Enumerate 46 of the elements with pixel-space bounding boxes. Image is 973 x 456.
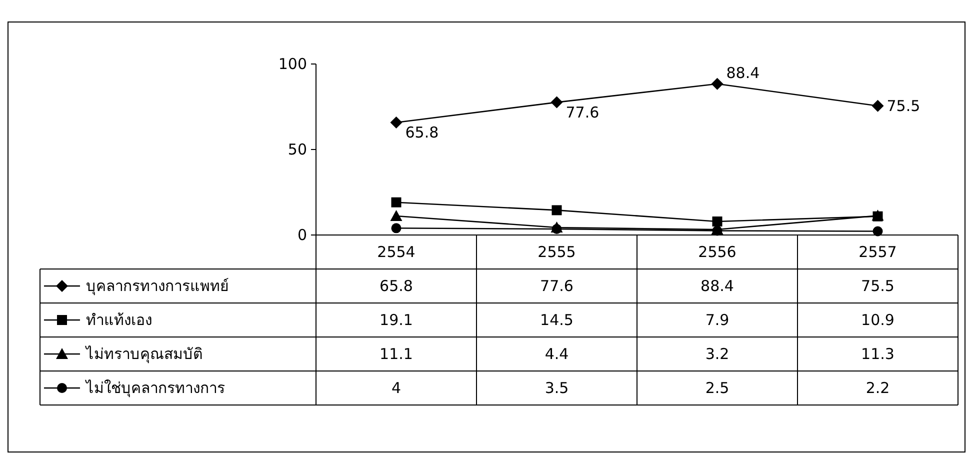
data-label: 75.5 [861, 277, 894, 295]
legend-item: ทำแท้งเอง [44, 311, 152, 329]
data-label: 19.1 [380, 311, 413, 329]
data-label: 88.4 [700, 277, 734, 295]
data-label: 3.5 [544, 379, 569, 397]
legend-label: บุคลากรทางการแพทย์ [86, 277, 229, 296]
x-tick-label: 2554 [377, 243, 416, 261]
annotation: 88.4 [726, 64, 760, 82]
point [552, 205, 562, 216]
data-label: 2.5 [705, 379, 730, 397]
point [391, 223, 402, 234]
data-label: 3.2 [705, 345, 730, 363]
x-tick-label: 2557 [858, 243, 897, 261]
point [872, 226, 883, 236]
legend-item: ไม่ใช่บุคลากรทางการ [44, 379, 225, 397]
data-label: 77.6 [540, 277, 574, 295]
data-label: 7.9 [705, 311, 730, 329]
data-label: 65.8 [380, 277, 413, 295]
y-tick-label: 50 [288, 140, 307, 158]
point [390, 116, 402, 128]
point [552, 224, 562, 234]
annotation: 77.6 [566, 103, 600, 122]
data-label: 4.4 [544, 345, 569, 363]
legend-label: ทำแท้งเอง [86, 311, 152, 329]
point [391, 197, 402, 208]
data-label: 10.9 [861, 311, 894, 329]
data-label: 11.3 [861, 345, 894, 363]
annotation: 65.8 [405, 123, 439, 142]
x-tick-label: 2555 [538, 243, 576, 261]
annotation: 75.5 [886, 96, 920, 115]
y-tick-label: 100 [278, 55, 307, 73]
y-tick-label: 0 [297, 226, 307, 244]
data-label: 2.2 [866, 379, 890, 397]
x-tick-label: 2556 [698, 243, 736, 261]
point [390, 210, 402, 222]
legend-item: บุคลากรทางการแพทย์ [44, 277, 229, 295]
data-label: 4 [391, 379, 402, 397]
legend-label: ไม่ทราบคุณสมบัติ [85, 345, 203, 364]
legend-label: ไม่ใช่บุคลากรทางการ [85, 379, 225, 398]
data-label: 11.1 [380, 345, 413, 363]
point [550, 96, 563, 108]
data-label: 14.5 [540, 311, 574, 329]
point [711, 78, 724, 90]
point [712, 216, 722, 226]
legend-item: ไม่ทราบคุณสมบัติ [44, 345, 203, 363]
point [872, 100, 884, 112]
